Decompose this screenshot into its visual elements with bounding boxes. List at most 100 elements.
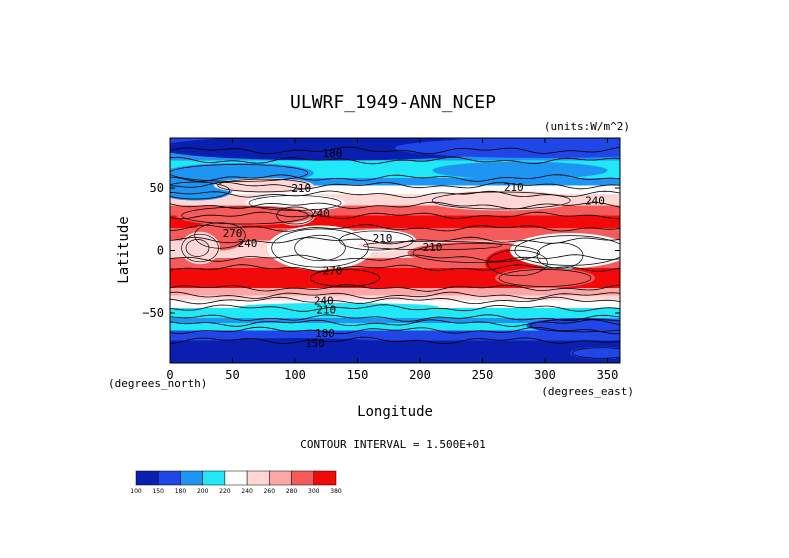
contour-loop [181,233,219,263]
contour-line [170,211,620,220]
latitude-band [170,323,620,331]
colorbar-swatch [269,470,292,486]
x-axis-label: Longitude [357,404,433,420]
contour-label: 180 [315,327,335,340]
contour-label: 180 [323,147,343,160]
field-region [176,338,414,358]
contour-loop [170,164,309,182]
colorbar-swatch [313,470,337,486]
colorbar-label: 100 [130,488,142,495]
colorbar-swatch [202,470,226,486]
contour-loop [181,206,309,225]
field-region [176,205,314,226]
contour-label: 270 [223,227,243,240]
contour-loop [412,243,540,263]
y-axis-ticks: 50 0 −50 [142,181,620,320]
contour-line [170,291,620,300]
contour-line [170,181,620,190]
y-tick-label: −50 [142,306,164,320]
latitude-band [170,194,620,206]
latitude-band [170,258,620,268]
colorbar-label: 380 [330,488,342,495]
contour-label: 210 [316,303,336,316]
colorbar-swatch [180,470,203,486]
colorbar-label: 240 [241,488,253,495]
contour-loop [185,239,210,257]
colorbar-swatch [291,470,315,486]
colorbar-label: 180 [175,488,187,495]
latitude-band [170,308,620,318]
contour-loop [536,242,584,269]
contour-label: 210 [373,232,393,245]
colorbar-swatch [135,470,159,486]
contour-loop [194,222,246,249]
contour-line [170,190,620,199]
contour-line [170,156,620,165]
contour-loop [170,181,230,200]
latitude-band [170,330,620,341]
field-region [170,163,314,183]
field-region [526,318,620,333]
contour-label: 270 [323,265,343,278]
contour-line [170,304,620,312]
contour-loop [217,178,311,193]
contour-line [170,236,620,245]
contour-loop [276,206,314,225]
contour-loop [530,318,620,333]
units-label: (units:W/m^2) [544,120,630,133]
contour-loop [294,234,346,262]
contour-loop [363,240,502,251]
contour-loop [339,230,414,251]
latitude-band [170,205,620,216]
colorbar-swatch [246,470,270,486]
field-region [432,161,608,180]
contour-line [170,146,620,155]
contour-label: 240 [314,295,334,308]
colorbar-label: 220 [219,488,231,495]
contour-label: 240 [310,207,330,220]
field-region [510,233,620,268]
latitude-band [170,318,620,323]
latitude-band [170,178,620,186]
x-tick-label: 250 [472,368,494,382]
contour-line [170,224,620,232]
contour-line [170,319,620,327]
x-unit-label: (degrees_east) [541,385,634,398]
colorbar-label: 280 [286,488,298,495]
contour-label: 210 [291,182,311,195]
colorbar-swatch [224,470,248,486]
contour-loop [498,269,592,287]
x-tick-label: 300 [534,368,556,382]
x-tick-label: 150 [347,368,369,382]
contour-line [170,284,620,292]
chart-title: ULWRF_1949-ANN_NCEP [290,92,496,113]
y-unit-label: (degrees_north) [108,377,207,390]
contour-line [170,254,620,262]
field-region [495,268,595,288]
contour-line [170,174,620,182]
contour-label: 210 [504,181,524,194]
x-tick-label: 350 [597,368,619,382]
field-region [307,268,383,288]
field-region [570,346,620,360]
contour-lines [170,146,620,359]
colorbar-swatch [157,470,181,486]
contour-line [170,201,620,210]
x-tick-label: 0 [166,368,173,382]
y-axis-label: Latitude [116,216,132,283]
contour-label: 240 [238,237,258,250]
contour-loop [572,347,620,359]
x-tick-label: 200 [409,368,431,382]
contour-label: 240 [585,195,605,208]
contour-line [170,314,620,322]
contour-line [170,336,620,345]
plot-area [170,138,620,363]
contour-label: 210 [423,241,443,254]
latitude-band [170,288,620,296]
colorbar-label: 150 [152,488,164,495]
x-tick-label: 50 [225,368,239,382]
contour-loop [271,228,369,268]
x-axis-ticks: 0 50 100 150 200 250 300 350 [166,138,618,382]
